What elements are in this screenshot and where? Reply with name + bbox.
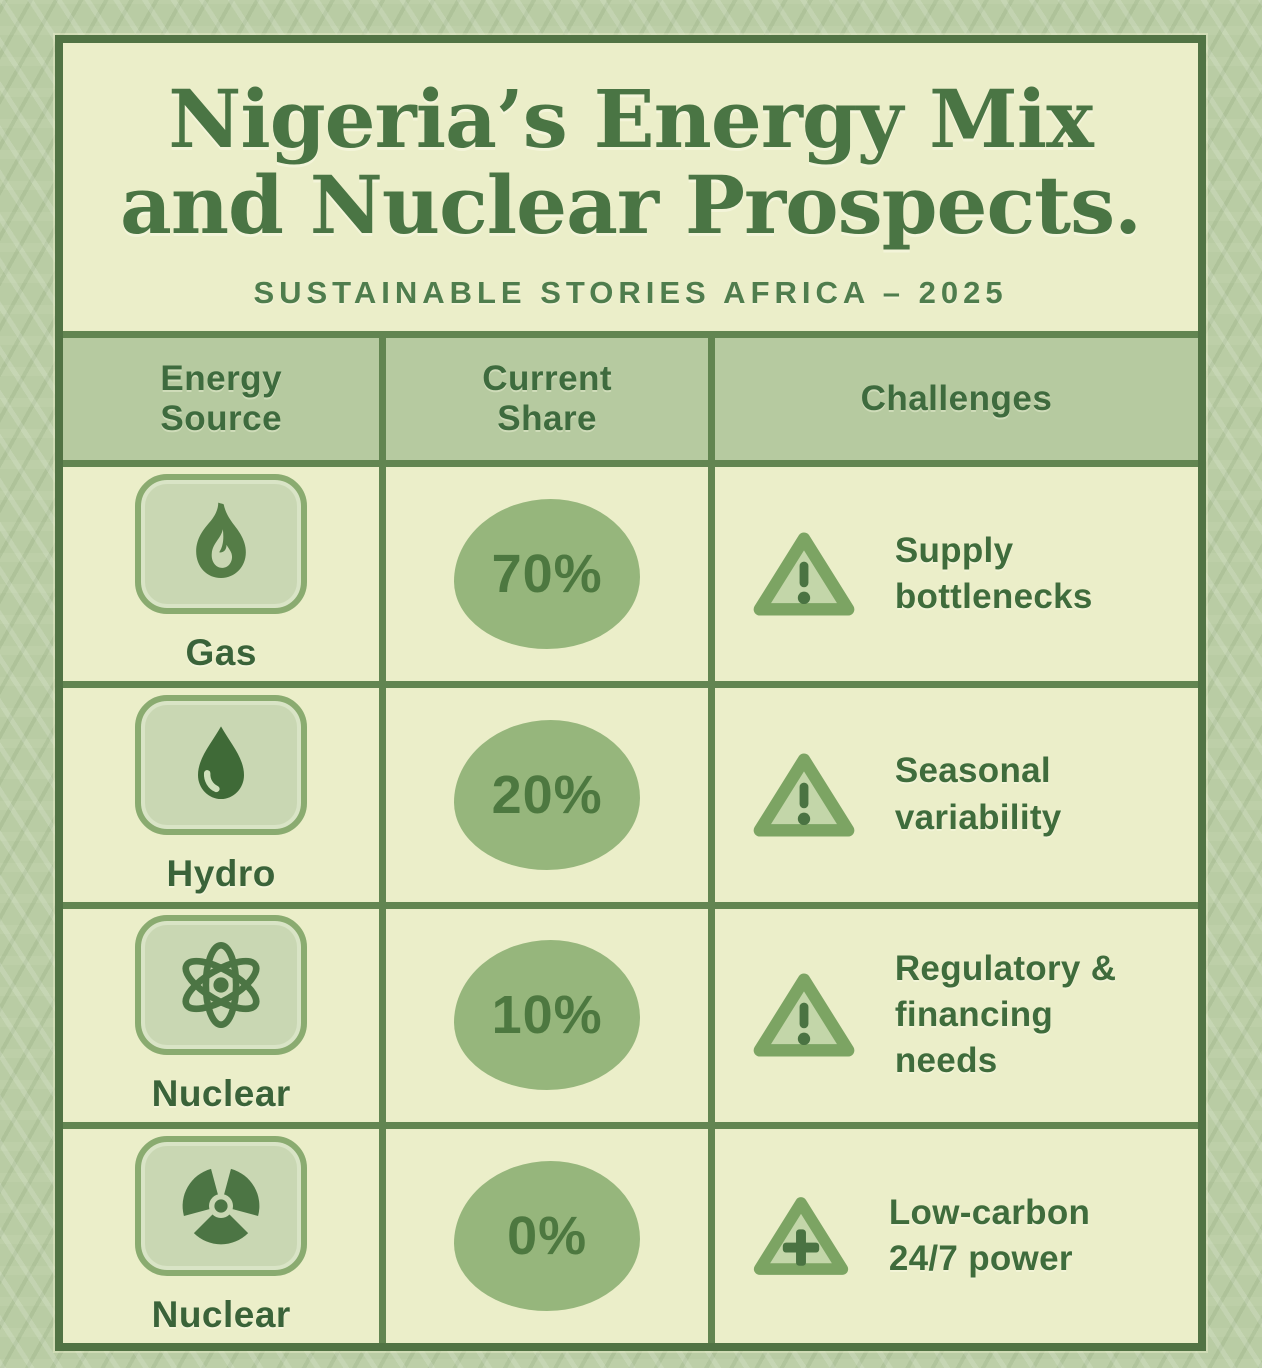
column-header: Energy Source	[160, 358, 283, 438]
challenge-text: Supply bottlenecks	[894, 530, 1093, 616]
icon-tile	[135, 1136, 308, 1277]
nuclear-atom-source-cell: Nuclear	[63, 908, 380, 1123]
nuclear-radiation-challenge-cell: Low-carbon 24/7 power	[714, 1129, 1198, 1343]
column-header: Current Share	[482, 358, 613, 438]
hydro-challenge-cell: Seasonal variability	[714, 687, 1198, 902]
share-value: 70%	[491, 543, 603, 604]
header-cell-energy-source: Energy Source	[63, 338, 380, 460]
page-title-line-2: and Nuclear Prospects.	[119, 158, 1142, 252]
share-value: 20%	[491, 764, 603, 825]
nuclear-radiation-share-cell: 0%	[386, 1129, 708, 1343]
icon-tile	[135, 694, 308, 835]
gas-share-cell: 70%	[386, 467, 708, 681]
warning-triangle-icon	[753, 753, 855, 837]
challenge-text: Low-carbon 24/7 power	[888, 1192, 1091, 1279]
page-title-line-1: Nigeria’s Energy Mix	[168, 72, 1094, 167]
share-blob: 20%	[454, 719, 641, 870]
warning-triangle-icon	[753, 532, 855, 616]
icon-tile	[135, 915, 308, 1056]
plus-triangle-icon	[753, 1197, 848, 1275]
source-label: Nuclear	[151, 1294, 291, 1336]
page-subtitle: SUSTAINABLE STORIES AFRICA – 2025	[253, 274, 1008, 310]
source-label: Gas	[185, 631, 257, 673]
share-blob: 10%	[454, 940, 641, 1091]
challenge-text: Seasonal variability	[894, 751, 1062, 837]
share-blob: 70%	[454, 498, 641, 649]
icon-tile	[135, 473, 308, 614]
infographic-card: Nigeria’s Energy Mix and Nuclear Prospec…	[55, 35, 1206, 1351]
gas-source-cell: Gas	[63, 467, 380, 681]
nuclear-atom-challenge-cell: Regulatory & financing needs	[714, 908, 1198, 1123]
flame-icon	[196, 502, 247, 578]
column-header: Challenges	[860, 378, 1053, 418]
warning-triangle-icon	[753, 973, 855, 1057]
source-label: Hydro	[166, 852, 276, 894]
water-drop-icon	[198, 725, 245, 799]
energy-table: Energy Source Current Share Challenges G…	[63, 331, 1198, 1343]
header-cell-current-share: Current Share	[386, 338, 708, 460]
radiation-icon	[182, 1169, 260, 1245]
gas-challenge-cell: Supply bottlenecks	[714, 467, 1198, 681]
atom-icon	[182, 942, 260, 1029]
hydro-share-cell: 20%	[386, 687, 708, 902]
challenge-text: Regulatory & financing needs	[894, 949, 1117, 1081]
nuclear-radiation-source-cell: Nuclear	[63, 1129, 380, 1343]
source-label: Nuclear	[151, 1073, 291, 1115]
share-blob: 0%	[454, 1161, 641, 1312]
share-value: 10%	[491, 985, 603, 1046]
hydro-source-cell: Hydro	[63, 687, 380, 902]
header-cell-challenges: Challenges	[714, 338, 1198, 460]
share-value: 0%	[507, 1206, 588, 1267]
title-block: Nigeria’s Energy Mix and Nuclear Prospec…	[63, 43, 1198, 331]
nuclear-atom-share-cell: 10%	[386, 908, 708, 1123]
